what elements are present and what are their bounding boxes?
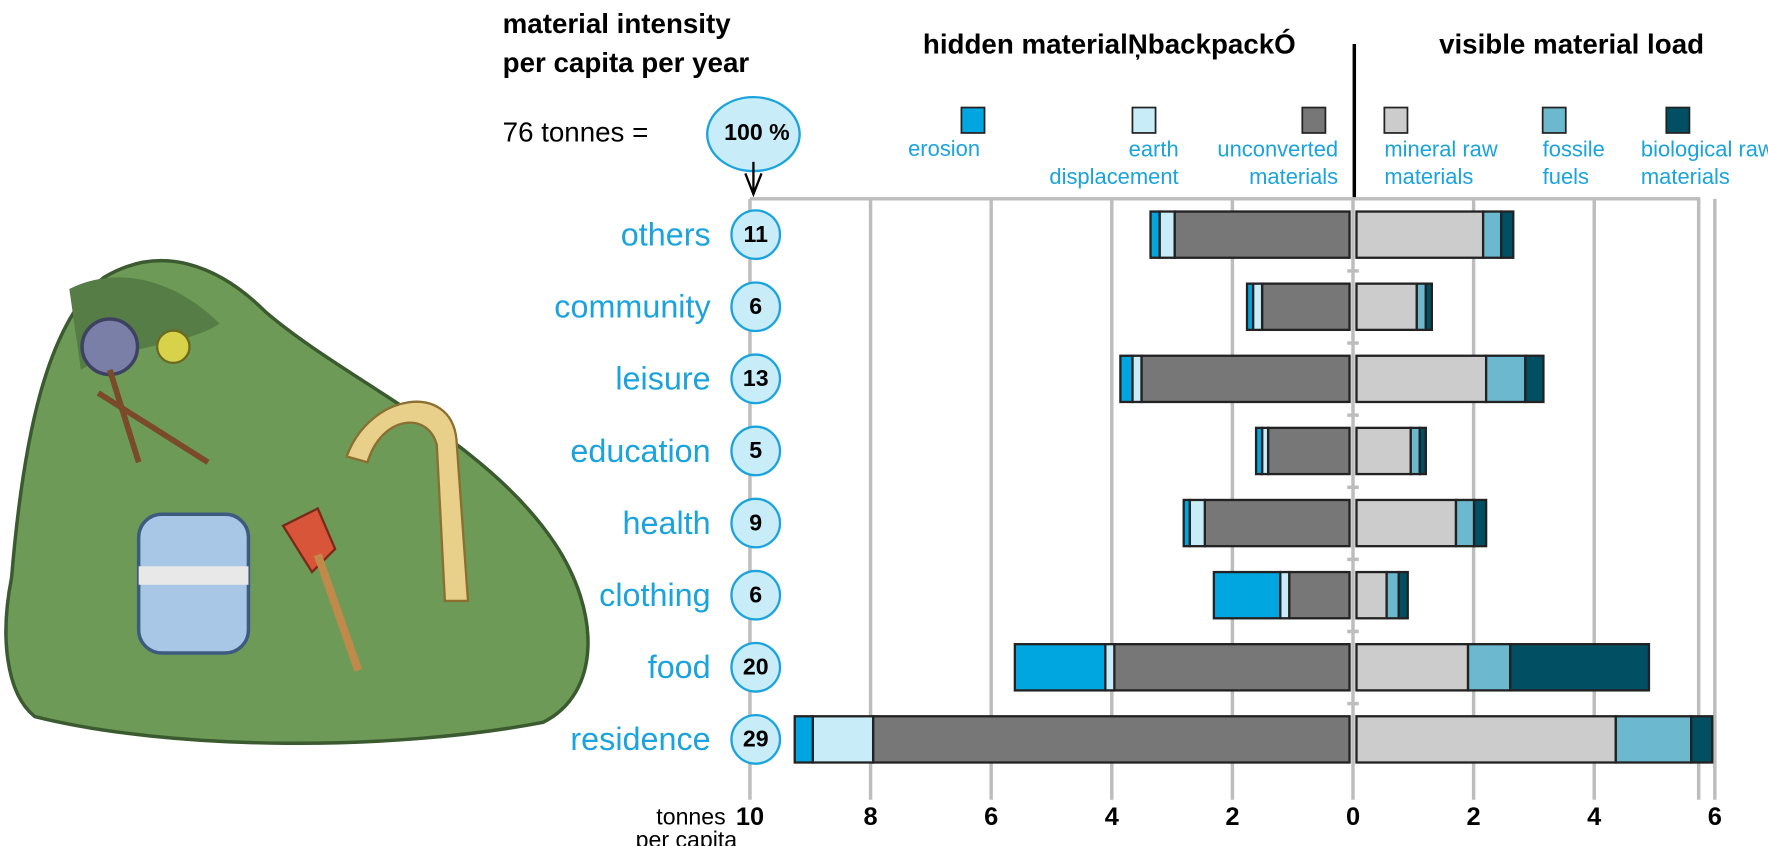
legend-swatch [1302,108,1325,133]
bar-segment [1256,428,1262,474]
category-label: clothing [599,577,710,613]
bar-segment [1262,284,1349,330]
bar-segment [1474,500,1486,546]
share-label: 6 [749,293,762,319]
share-label: 6 [749,581,762,607]
bar-segment [1510,644,1649,690]
bar-segment [1525,356,1543,402]
x-tick-label: 2 [1467,803,1481,831]
page: {"chart_data": {"type": "diverging-stack… [0,0,1768,846]
bar-segment [1356,500,1456,546]
x-axis-label: per capita [636,826,738,846]
bar-segment [1253,284,1262,330]
bar-segment [1501,212,1513,258]
share-label: 5 [749,437,762,463]
bar-segment [1356,716,1615,762]
title-line: per capita per year [503,47,750,78]
bar-segment [1417,284,1426,330]
category-label: residence [570,721,710,757]
category-label: community [554,289,711,325]
bar-segment [1420,428,1426,474]
x-tick-label: 2 [1225,803,1239,831]
bar-segment [1356,644,1468,690]
bar-segment [1015,644,1105,690]
bar-segment [1151,212,1160,258]
x-tick-label: 10 [736,803,764,831]
bar-segment [1426,284,1432,330]
x-axis-label: tonnes [656,803,725,829]
x-tick-label: 4 [1105,803,1119,831]
x-tick-label: 8 [863,803,877,831]
x-tick-label: 6 [984,803,998,831]
total-label: 76 tonnes = [503,116,649,147]
bar-segment [1205,500,1350,546]
legend-label: fossilefuels [1543,136,1605,189]
bar-segment [1247,284,1253,330]
bar-segment [1132,356,1141,402]
bar-segment [1468,644,1510,690]
bar-segment [1456,500,1474,546]
category-label: food [648,649,711,685]
chart: material intensity per capita per year 7… [0,0,1768,846]
bar-segment [813,716,873,762]
share-label: 29 [743,726,769,752]
category-label: health [623,505,711,541]
bar-segment [1114,644,1349,690]
bar-segment [1486,356,1525,402]
category-label: leisure [615,361,710,397]
x-tick-label: 4 [1587,803,1601,831]
bar-segment [1356,356,1486,402]
legend-swatch [1132,108,1155,133]
bar-segment [1356,572,1386,618]
bar-segment [1160,212,1175,258]
backpack-illustration [6,261,588,744]
share-label: 11 [744,221,769,247]
bar-segment [1214,572,1280,618]
legend-swatch [1666,108,1689,133]
bar-segment [1691,716,1712,762]
bar-segment [1280,572,1289,618]
bar-segment [1268,428,1349,474]
legend-swatch [1384,108,1407,133]
legend-swatch [1543,108,1566,133]
share-label: 9 [749,509,762,535]
bar-segment [873,716,1349,762]
bar-segment [1141,356,1349,402]
bar-segment [1190,500,1205,546]
total-share: 100 % [724,119,790,145]
bar-segment [1105,644,1114,690]
category-label: education [570,433,710,469]
bar-segment [795,716,813,762]
bar-segment [1483,212,1501,258]
bar-segment [1356,428,1410,474]
bar-segment [1356,284,1416,330]
share-label: 13 [743,365,769,391]
bar-segment [1356,212,1483,258]
bar-segment [1289,572,1349,618]
category-label: others [621,217,711,253]
legend-label: erosion [908,136,980,161]
legend-swatch [961,108,984,133]
bar-segment [1616,716,1691,762]
bar-segment [1120,356,1132,402]
bar-segment [1175,212,1350,258]
bar-segment [1184,500,1190,546]
x-tick-label: 0 [1346,803,1360,831]
bar-segment [1387,572,1399,618]
bar-segment [1399,572,1408,618]
bar-segment [1411,428,1420,474]
title-line: material intensity [503,8,732,39]
left-heading: hidden materialŅbackpackÓ [923,29,1296,60]
right-heading: visible material load [1439,29,1704,60]
share-label: 20 [743,654,769,680]
x-tick-label: 6 [1708,803,1722,831]
